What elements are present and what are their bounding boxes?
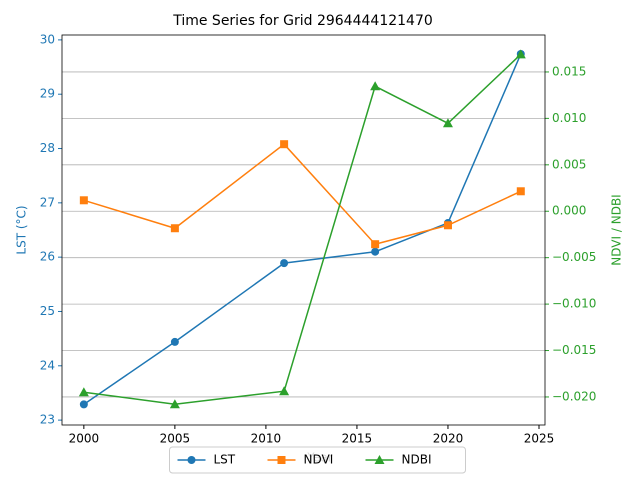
legend-label: NDVI bbox=[304, 453, 334, 467]
legend-marker bbox=[374, 455, 385, 464]
x-tick-label: 2015 bbox=[342, 432, 373, 446]
y-tick-label: 30 bbox=[40, 32, 55, 46]
y2-axis-label: NDVI / NDBI bbox=[610, 194, 624, 265]
x-tick-label: 2020 bbox=[433, 432, 464, 446]
marker bbox=[516, 187, 525, 196]
marker bbox=[370, 81, 381, 91]
marker bbox=[515, 49, 526, 59]
marker bbox=[79, 400, 88, 409]
marker bbox=[371, 240, 380, 249]
marker bbox=[170, 337, 179, 346]
y-tick-label: 25 bbox=[40, 304, 55, 318]
y2-tick-label: −0.015 bbox=[552, 343, 596, 357]
y-tick-label: 26 bbox=[40, 250, 55, 264]
y2-tick-label: 0.015 bbox=[552, 64, 586, 78]
plot-frame bbox=[61, 34, 546, 426]
marker bbox=[279, 386, 290, 396]
y-axis-label: LST (°C) bbox=[15, 205, 29, 254]
marker bbox=[170, 224, 179, 233]
series-line bbox=[83, 143, 522, 246]
series-line bbox=[83, 53, 522, 405]
legend-label: NDBI bbox=[402, 453, 432, 467]
marker bbox=[280, 259, 289, 268]
x-tick-label: 2010 bbox=[251, 432, 282, 446]
y-tick-label: 23 bbox=[40, 413, 55, 427]
legend-marker bbox=[277, 456, 286, 464]
x-tick-label: 2025 bbox=[524, 432, 555, 446]
y2-tick-label: −0.005 bbox=[552, 250, 596, 264]
y2-tick-label: −0.020 bbox=[552, 389, 596, 403]
y2-tick-label: 0.010 bbox=[552, 111, 586, 125]
series-line bbox=[83, 53, 522, 405]
y-tick-label: 29 bbox=[40, 87, 55, 101]
marker bbox=[78, 387, 89, 397]
x-tick-label: 2005 bbox=[160, 432, 191, 446]
marker bbox=[443, 221, 452, 230]
y-tick-label: 24 bbox=[40, 358, 55, 372]
marker bbox=[371, 247, 380, 256]
marker bbox=[442, 118, 453, 128]
legend-frame bbox=[169, 446, 466, 474]
x-tick-label: 2000 bbox=[69, 432, 100, 446]
legend-marker bbox=[187, 456, 196, 464]
y2-tick-label: 0.005 bbox=[552, 157, 586, 171]
legend-label: LST bbox=[214, 453, 236, 467]
y2-tick-label: −0.010 bbox=[552, 297, 596, 311]
chart-title: Time Series for Grid 2964444121470 bbox=[172, 13, 433, 29]
y-tick-label: 27 bbox=[40, 195, 55, 209]
marker bbox=[280, 140, 289, 149]
marker bbox=[79, 196, 88, 205]
y2-tick-label: 0.000 bbox=[552, 204, 586, 218]
marker bbox=[169, 399, 180, 409]
y-tick-label: 28 bbox=[40, 141, 55, 155]
